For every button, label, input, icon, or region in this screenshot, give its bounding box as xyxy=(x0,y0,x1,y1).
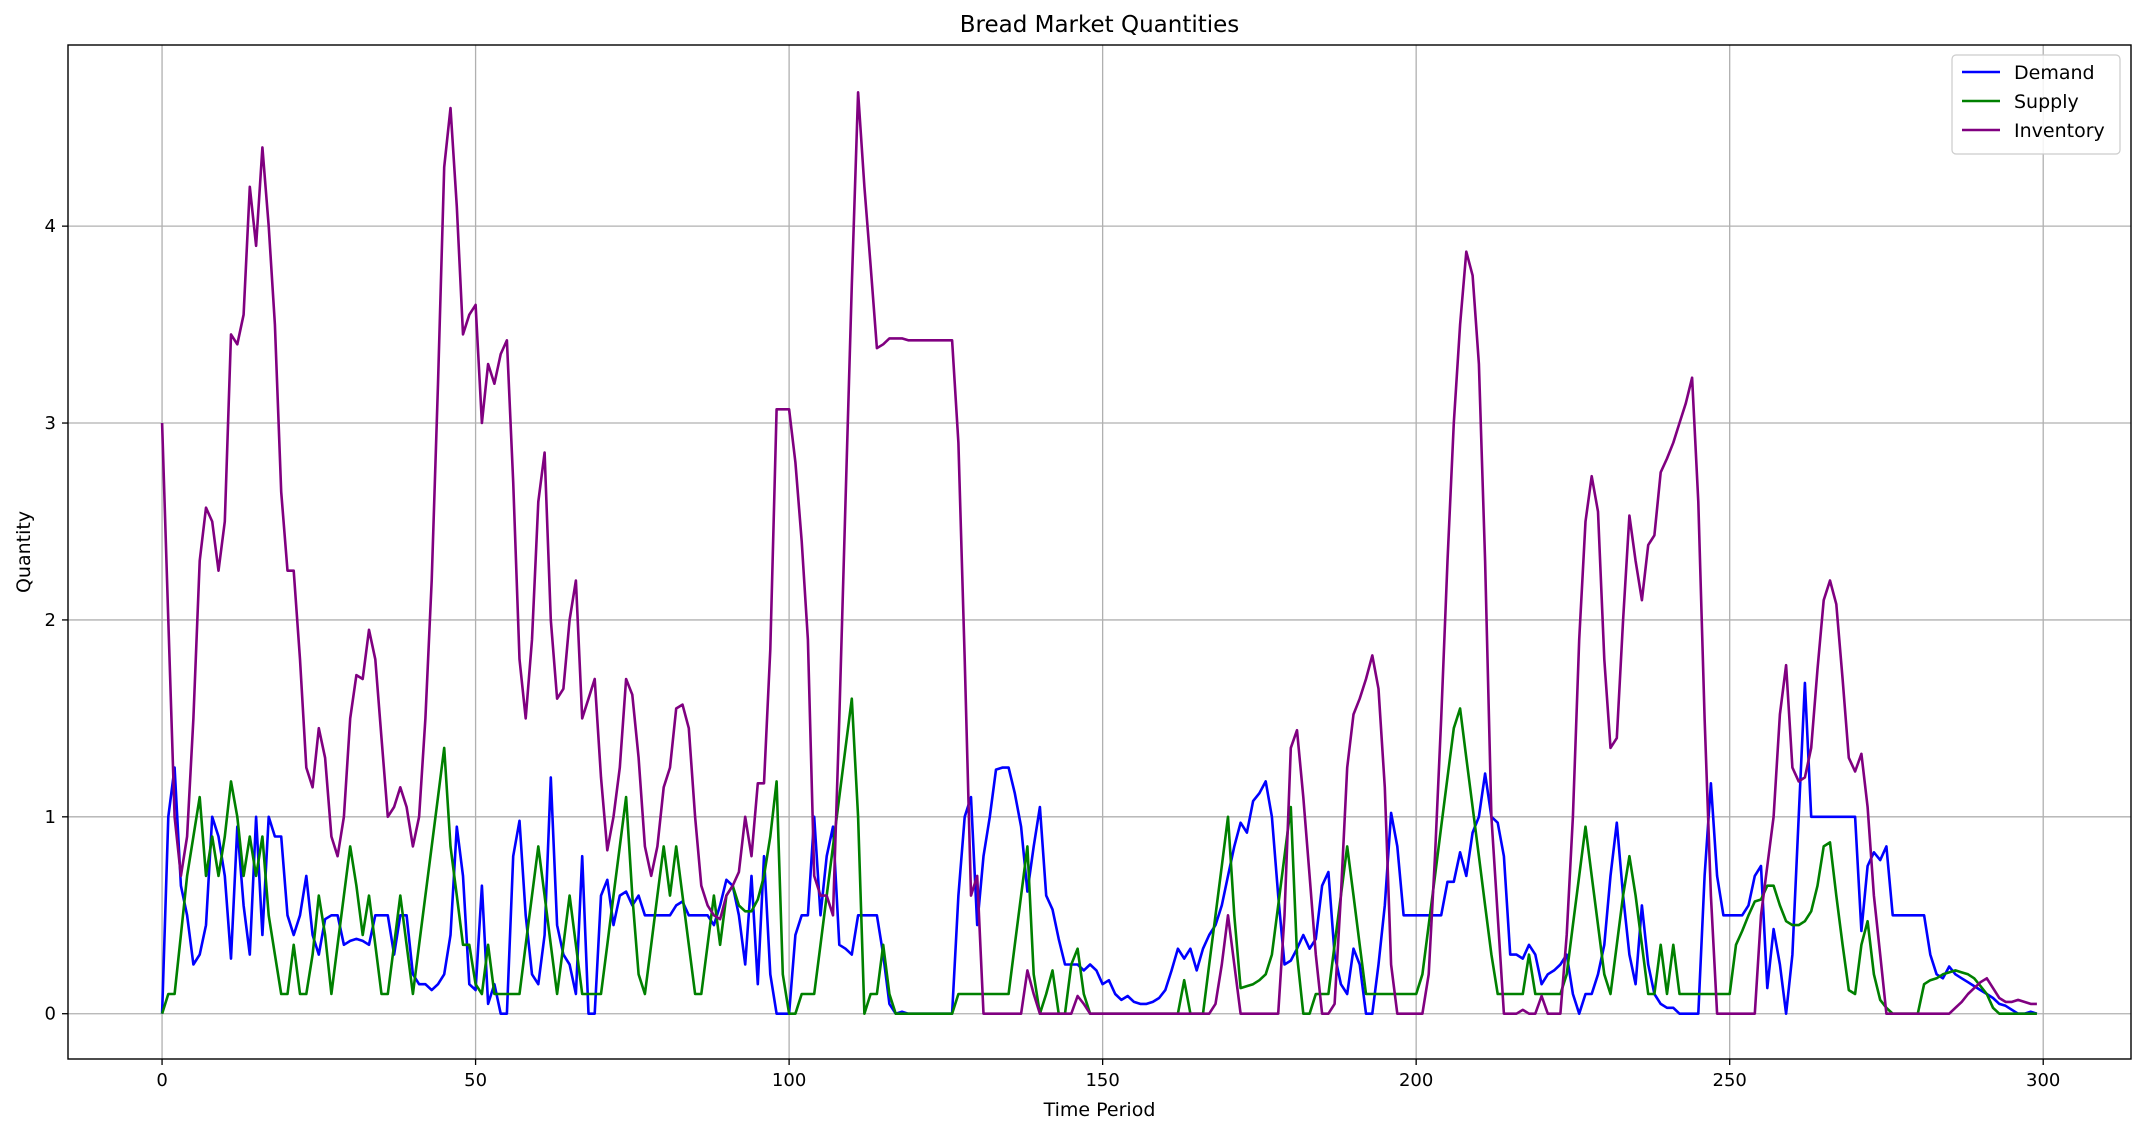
axis-ticks: 0 50 100 150 200 250 300 0 1 2 3 4 xyxy=(45,216,2061,1091)
legend-label-supply: Supply xyxy=(2014,91,2079,113)
y-tick-label: 2 xyxy=(45,610,56,631)
series-line-inventory xyxy=(160,91,2037,1015)
legend-label-demand: Demand xyxy=(2014,62,2095,84)
x-tick-label: 100 xyxy=(772,1070,806,1091)
x-tick-label: 300 xyxy=(2026,1070,2060,1091)
grid xyxy=(68,45,2131,1059)
series-line-demand xyxy=(160,681,2038,1015)
y-tick-label: 1 xyxy=(45,807,56,828)
series-line-supply xyxy=(160,697,2037,1015)
y-axis-label: Quantity xyxy=(13,511,35,593)
y-tick-label: 3 xyxy=(45,413,56,434)
x-tick-label: 150 xyxy=(1085,1070,1119,1091)
x-axis-label: Time Period xyxy=(1043,1099,1156,1121)
series-lines xyxy=(160,91,2038,1015)
chart-title: Bread Market Quantities xyxy=(960,12,1240,38)
x-tick-label: 50 xyxy=(464,1070,487,1091)
legend: Demand Supply Inventory xyxy=(1951,54,2121,155)
plot-frame xyxy=(67,44,2132,1060)
x-tick-label: 250 xyxy=(1713,1070,1747,1091)
x-tick-label: 200 xyxy=(1399,1070,1433,1091)
legend-label-inventory: Inventory xyxy=(2014,120,2105,142)
y-tick-label: 4 xyxy=(45,216,56,237)
y-tick-label: 0 xyxy=(45,1004,56,1025)
x-tick-label: 0 xyxy=(156,1070,167,1091)
